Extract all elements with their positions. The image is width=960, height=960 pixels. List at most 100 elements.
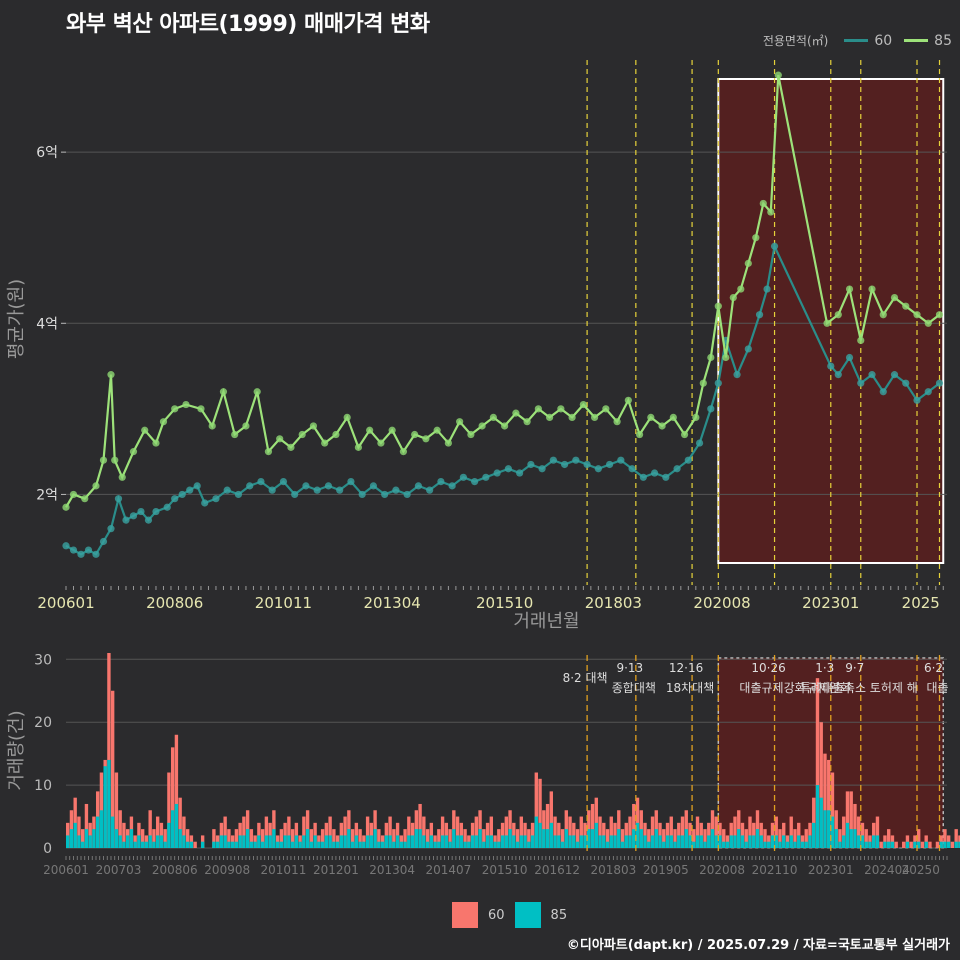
data-point-85: [287, 443, 295, 451]
data-point-85: [69, 490, 78, 499]
bar-85: [230, 841, 235, 848]
bar-60: [954, 829, 958, 848]
bar-85: [332, 841, 336, 848]
bar-60: [219, 822, 224, 848]
data-point-60: [186, 486, 194, 494]
data-point-85: [591, 413, 599, 422]
bar-60: [66, 822, 70, 848]
bar-60: [185, 829, 190, 848]
bar-60: [530, 822, 535, 848]
policy-label-date: 9·7: [845, 661, 864, 675]
bar-85: [579, 835, 583, 848]
data-point-85: [714, 302, 722, 310]
bar-85: [834, 829, 838, 848]
bar-60: [613, 822, 617, 848]
bar-60: [377, 829, 381, 848]
bar-60: [545, 803, 550, 848]
data-point-85: [343, 413, 351, 422]
data-point-60: [448, 482, 456, 490]
bar-60: [84, 803, 89, 848]
bar-60: [534, 772, 538, 848]
bar-85: [827, 810, 831, 848]
data-point-60: [924, 388, 932, 396]
bar-85: [328, 835, 332, 848]
data-point-60: [549, 456, 557, 464]
bar-60: [752, 822, 756, 848]
bar-85: [830, 816, 835, 848]
bar-60: [437, 829, 441, 848]
bar-85: [557, 835, 561, 848]
x-tick-label-top: 202301: [802, 594, 859, 612]
policy-label-date: 10·26: [751, 661, 785, 675]
bar-85: [392, 841, 396, 848]
bar-85: [287, 835, 291, 848]
bar-85: [789, 835, 793, 848]
bar-85: [737, 829, 741, 848]
bar-60: [722, 829, 726, 848]
bar-85: [107, 759, 111, 848]
data-point-60: [639, 473, 647, 481]
data-point-60: [257, 477, 265, 486]
bar-85: [729, 835, 733, 848]
top-legend: 전용면적(㎡) 60 85: [763, 32, 952, 49]
bar-85: [478, 829, 482, 848]
bar-85: [695, 835, 700, 848]
data-point-60: [763, 285, 771, 293]
bar-60: [778, 829, 782, 848]
data-point-85: [456, 418, 464, 426]
bar-85: [515, 841, 520, 848]
bar-85: [549, 822, 553, 848]
bar-60: [943, 829, 947, 848]
data-point-60: [527, 460, 535, 469]
bar-85: [767, 841, 771, 848]
data-point-85: [129, 448, 138, 456]
data-point-85: [722, 353, 730, 362]
policy-label-name: 18차대책: [666, 680, 714, 695]
bar-60: [557, 822, 561, 848]
bar-85: [530, 835, 535, 848]
bar-85: [403, 841, 407, 848]
bar-85: [755, 829, 760, 848]
data-point-60: [114, 495, 123, 503]
chart-title: 와부 벽산 아파트(1999) 매매가격 변화: [66, 12, 430, 37]
bar-60: [909, 841, 913, 848]
bar-60: [703, 829, 707, 848]
policy-label-name: 대출규제강화: [739, 681, 805, 695]
bar-85: [69, 829, 74, 848]
bar-85: [212, 841, 216, 848]
bar-85: [425, 841, 430, 848]
bar-60: [152, 829, 156, 848]
bar-85: [144, 841, 149, 848]
data-point-60: [163, 503, 171, 511]
bar-60: [77, 816, 81, 848]
x-tick-label-bottom: 200806: [152, 863, 198, 877]
bar-85: [684, 829, 688, 848]
bar-60: [875, 816, 880, 848]
bar-60: [827, 759, 831, 848]
bar-60: [729, 822, 733, 848]
data-point-60: [414, 482, 422, 490]
bar-60: [699, 822, 703, 848]
bar-60: [350, 829, 355, 848]
data-point-60: [834, 371, 842, 379]
bar-60: [388, 816, 392, 848]
bar-85: [714, 835, 718, 848]
data-point-85: [658, 422, 666, 430]
bar-85: [242, 835, 246, 848]
bar-85: [564, 829, 568, 848]
bar-60: [733, 816, 737, 848]
data-point-85: [774, 71, 782, 79]
bar-60: [845, 791, 850, 848]
bar-60: [504, 816, 508, 848]
legend-label-85: 85: [934, 32, 952, 49]
bar-85: [189, 841, 194, 848]
policy-label-name: 규제완화: [807, 681, 851, 695]
bar-60: [849, 791, 853, 848]
bar-60: [448, 829, 452, 848]
bar-85: [227, 841, 231, 848]
data-point-85: [242, 422, 250, 430]
bar-85: [688, 835, 692, 848]
bar-85: [913, 841, 917, 848]
x-tick-label-bottom: 201905: [643, 863, 689, 877]
bar-60: [782, 822, 786, 848]
